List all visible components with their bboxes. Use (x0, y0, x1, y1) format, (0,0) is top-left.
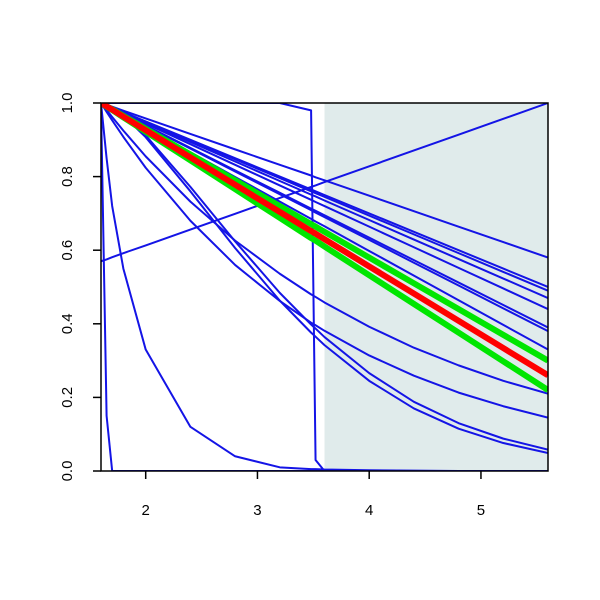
plot-frame (100, 102, 549, 472)
series-line (101, 103, 548, 471)
series-line (101, 103, 548, 378)
y-tick-label: 0.0 (59, 461, 76, 482)
lines (101, 103, 548, 471)
x-tick-label: 3 (253, 502, 261, 519)
x-tick-label: 5 (477, 502, 485, 519)
y-tick-label: 1.0 (59, 93, 76, 114)
x-tick-label: 4 (365, 502, 373, 519)
y-tick-label: 0.6 (59, 240, 76, 261)
y-tick-label: 0.8 (59, 166, 76, 187)
x-tick-label: 2 (142, 502, 150, 519)
series-line (101, 103, 548, 419)
series-line (101, 103, 548, 395)
y-tick-label: 0.2 (59, 387, 76, 408)
y-tick-label: 0.4 (59, 313, 76, 334)
series-line (101, 103, 548, 259)
